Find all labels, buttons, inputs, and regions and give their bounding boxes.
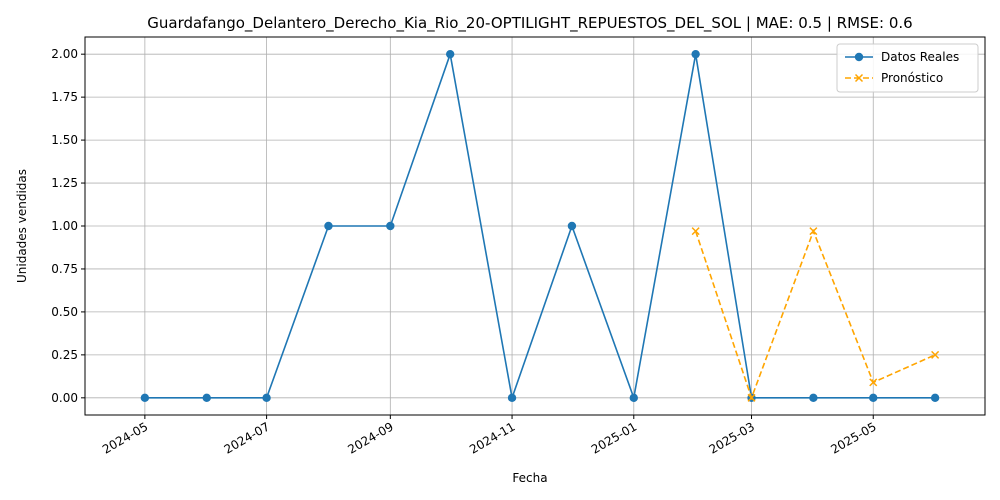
data-point bbox=[691, 227, 700, 236]
legend-label: Pronóstico bbox=[881, 71, 943, 85]
y-tick-label: 0.00 bbox=[51, 391, 78, 405]
data-point bbox=[386, 221, 395, 231]
chart-title: Guardafango_Delantero_Derecho_Kia_Rio_20… bbox=[147, 14, 912, 33]
y-tick-label: 1.00 bbox=[51, 219, 78, 233]
data-point bbox=[324, 221, 333, 231]
grid-lines bbox=[85, 37, 985, 415]
x-tick-label: 2025-05 bbox=[828, 419, 878, 456]
x-tick-label: 2025-03 bbox=[707, 419, 757, 456]
x-tick-label: 2024-11 bbox=[467, 419, 517, 456]
legend-box bbox=[836, 43, 979, 93]
data-point bbox=[930, 393, 940, 403]
data-point bbox=[140, 393, 150, 403]
series-pronostico bbox=[691, 227, 940, 402]
data-point bbox=[809, 393, 818, 403]
legend: Datos Reales Pronóstico bbox=[836, 43, 979, 93]
x-axis-ticks: 2024-05 2024-07 2024-09 2024-11 2025-01 2025-… bbox=[100, 415, 879, 457]
data-point bbox=[691, 49, 700, 59]
y-tick-label: 0.50 bbox=[51, 305, 78, 319]
data-point bbox=[629, 393, 638, 403]
y-tick-label: 2.00 bbox=[51, 47, 78, 61]
data-point bbox=[202, 393, 211, 403]
x-axis-label: Fecha bbox=[512, 471, 547, 485]
y-tick-label: 0.25 bbox=[51, 348, 78, 362]
y-axis-ticks: 0.00 0.25 0.50 0.75 1.00 1.25 1.50 1.75 2.00 bbox=[51, 47, 85, 405]
series-line bbox=[694, 228, 936, 401]
data-point bbox=[262, 393, 271, 403]
x-tick-label: 2024-07 bbox=[222, 419, 272, 456]
y-tick-label: 0.75 bbox=[51, 262, 78, 276]
data-point bbox=[567, 221, 577, 231]
data-point bbox=[809, 227, 818, 236]
series-datos-reales bbox=[140, 49, 940, 403]
data-point bbox=[931, 350, 940, 359]
y-tick-label: 1.75 bbox=[51, 90, 78, 104]
data-point bbox=[869, 393, 878, 403]
series-layer bbox=[140, 49, 940, 403]
legend-marker bbox=[854, 73, 864, 83]
legend-label: Datos Reales bbox=[881, 50, 959, 64]
y-tick-label: 1.25 bbox=[51, 176, 78, 190]
data-point bbox=[445, 49, 455, 59]
data-point bbox=[747, 393, 756, 402]
legend-marker bbox=[854, 52, 864, 62]
data-point bbox=[507, 393, 517, 403]
y-axis-label: Unidades vendidas bbox=[15, 169, 29, 283]
x-tick-label: 2024-09 bbox=[345, 419, 395, 456]
data-point bbox=[869, 378, 878, 387]
y-tick-label: 1.50 bbox=[51, 133, 78, 147]
x-tick-label: 2025-01 bbox=[589, 419, 639, 456]
x-tick-label: 2024-05 bbox=[100, 419, 150, 456]
series-line bbox=[144, 51, 936, 401]
